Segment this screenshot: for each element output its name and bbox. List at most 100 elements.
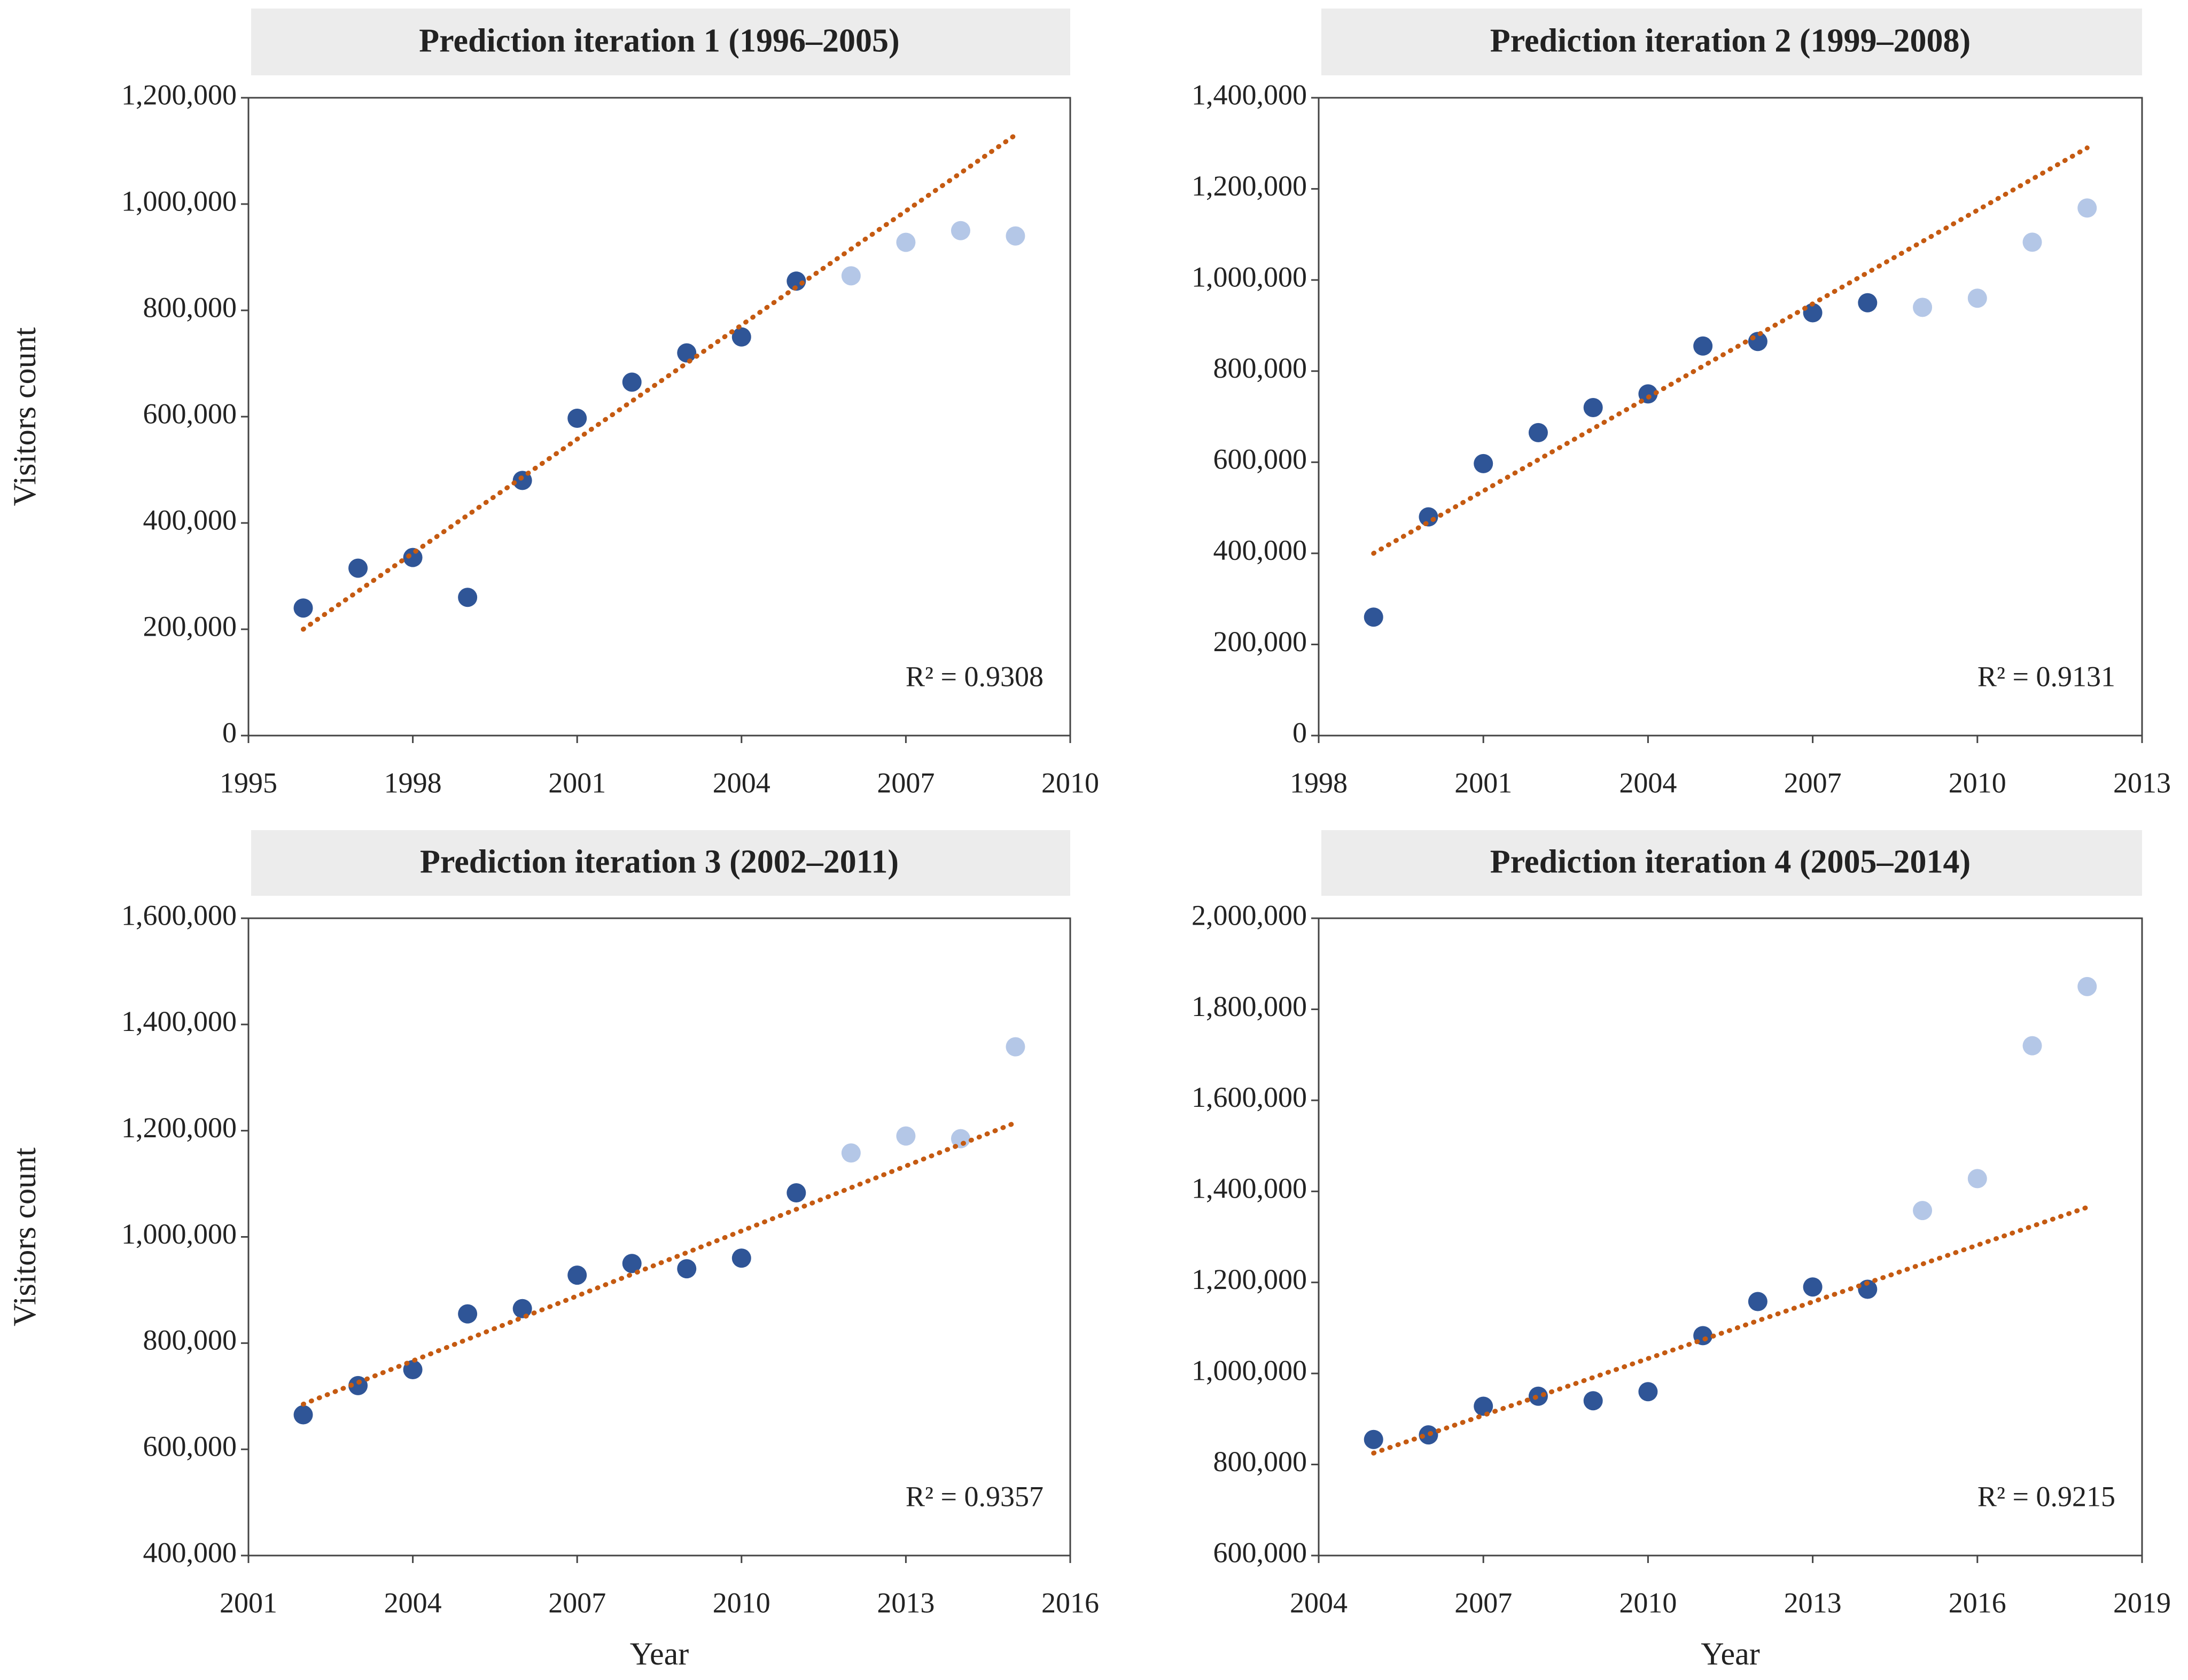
data-point bbox=[512, 1299, 532, 1318]
data-point bbox=[622, 1254, 642, 1273]
y-tick-label: 1,200,000 bbox=[1192, 1263, 1307, 1295]
x-tick-label: 2001 bbox=[220, 1587, 277, 1619]
y-tick-label: 600,000 bbox=[1213, 443, 1307, 475]
y-tick-label: 600,000 bbox=[1213, 1536, 1307, 1568]
x-tick-label: 2013 bbox=[2113, 767, 2171, 799]
data-point bbox=[1967, 288, 1987, 308]
plot-frame bbox=[1318, 97, 2143, 737]
y-tick-label: 1,400,000 bbox=[1192, 79, 1307, 111]
title-box bbox=[251, 9, 1070, 75]
data-point bbox=[2077, 198, 2097, 218]
title-box bbox=[251, 830, 1070, 896]
data-point bbox=[348, 1376, 368, 1395]
data-point bbox=[458, 1304, 478, 1324]
y-tick-label: 600,000 bbox=[143, 397, 237, 429]
y-tick-label: 1,000,000 bbox=[1192, 1355, 1307, 1387]
x-tick-label: 1998 bbox=[384, 767, 442, 799]
data-point bbox=[1858, 1279, 1878, 1299]
y-tick-label: 200,000 bbox=[143, 610, 237, 642]
x-tick-label: 2007 bbox=[1784, 767, 1842, 799]
data-point bbox=[731, 1248, 751, 1268]
y-tick-label: 2,000,000 bbox=[1192, 899, 1307, 931]
y-tick-label: 0 bbox=[1292, 716, 1307, 748]
x-tick-label: 2007 bbox=[548, 1587, 606, 1619]
data-point bbox=[896, 1126, 916, 1146]
data-point bbox=[1693, 336, 1713, 356]
x-tick-label: 2016 bbox=[1041, 1587, 1099, 1619]
chart-panel: Prediction iteration 3 (2002–2011) 400,00… bbox=[7, 830, 1099, 1671]
data-point bbox=[1583, 397, 1603, 417]
data-point bbox=[1748, 1292, 1767, 1311]
y-tick-label: 1,200,000 bbox=[121, 1112, 237, 1144]
data-point bbox=[1528, 1386, 1548, 1406]
data-point bbox=[951, 221, 970, 240]
plot-frame bbox=[1318, 917, 2143, 1557]
data-point bbox=[787, 1183, 806, 1202]
data-point bbox=[677, 1259, 697, 1279]
y-tick-label: 1,800,000 bbox=[1192, 990, 1307, 1022]
x-tick-label: 2004 bbox=[1619, 767, 1677, 799]
y-axis-label: Visitors count bbox=[7, 327, 42, 506]
data-point bbox=[1638, 384, 1658, 404]
data-point bbox=[512, 471, 532, 490]
plot-frame bbox=[247, 97, 1071, 737]
y-tick-label: 600,000 bbox=[143, 1431, 237, 1463]
x-tick-label: 2010 bbox=[1041, 767, 1099, 799]
y-tick-label: 800,000 bbox=[143, 1324, 237, 1356]
y-tick-label: 1,400,000 bbox=[1192, 1173, 1307, 1205]
title-box bbox=[1321, 830, 2142, 896]
r-squared: R² = 0.9131 bbox=[1977, 660, 2115, 692]
chart-panel: Prediction iteration 4 (2005–2014) 600,00… bbox=[1192, 830, 2171, 1671]
r-squared: R² = 0.9357 bbox=[906, 1480, 1044, 1512]
y-tick-label: 1,200,000 bbox=[1192, 170, 1307, 202]
data-point bbox=[1474, 1396, 1493, 1416]
r-squared: R² = 0.9215 bbox=[1977, 1480, 2115, 1512]
chart-title: Prediction iteration 4 (2005–2014) bbox=[1490, 844, 1971, 880]
chart-title: Prediction iteration 3 (2002–2011) bbox=[420, 844, 899, 880]
data-point bbox=[458, 588, 478, 607]
data-point bbox=[731, 327, 751, 347]
plot-frame bbox=[247, 917, 1071, 1557]
y-tick-label: 200,000 bbox=[1213, 626, 1307, 658]
data-point bbox=[841, 1143, 861, 1163]
y-tick-label: 1,000,000 bbox=[1192, 261, 1307, 293]
data-point bbox=[2077, 976, 2097, 996]
y-tick-label: 0 bbox=[222, 716, 237, 748]
x-tick-label: 2010 bbox=[1949, 767, 2006, 799]
data-point bbox=[1583, 1391, 1603, 1411]
data-point bbox=[293, 598, 313, 618]
chart-title: Prediction iteration 1 (1996–2005) bbox=[419, 23, 899, 59]
x-tick-label: 2001 bbox=[1454, 767, 1512, 799]
data-point bbox=[787, 271, 806, 291]
y-tick-label: 1,000,000 bbox=[121, 1218, 237, 1250]
data-point bbox=[567, 1265, 587, 1285]
x-tick-label: 2004 bbox=[713, 767, 770, 799]
data-point bbox=[1748, 332, 1767, 351]
x-tick-label: 2007 bbox=[1454, 1587, 1512, 1619]
x-tick-label: 1998 bbox=[1290, 767, 1348, 799]
x-tick-label: 2001 bbox=[548, 767, 606, 799]
data-point bbox=[293, 1405, 313, 1425]
data-point bbox=[896, 232, 916, 252]
y-tick-label: 1,600,000 bbox=[1192, 1081, 1307, 1113]
data-point bbox=[1364, 1429, 1383, 1449]
data-point bbox=[2022, 1036, 2042, 1056]
chart-title: Prediction iteration 2 (1999–2008) bbox=[1490, 23, 1971, 59]
data-point bbox=[1638, 1382, 1658, 1402]
chart-panel: Prediction iteration 1 (1996–2005) 0 200,0… bbox=[7, 9, 1099, 799]
y-tick-label: 1,600,000 bbox=[121, 899, 237, 931]
y-tick-label: 1,400,000 bbox=[121, 1005, 237, 1037]
r-squared: R² = 0.9308 bbox=[906, 660, 1044, 692]
data-point bbox=[677, 343, 697, 363]
data-point bbox=[1364, 607, 1383, 627]
y-tick-label: 400,000 bbox=[1213, 534, 1307, 566]
trend-line bbox=[1371, 145, 2090, 556]
data-point bbox=[1803, 303, 1823, 323]
x-tick-label: 2013 bbox=[877, 1587, 935, 1619]
x-tick-label: 2007 bbox=[877, 767, 935, 799]
data-point bbox=[1006, 1037, 1025, 1057]
x-tick-label: 2010 bbox=[1619, 1587, 1677, 1619]
data-point bbox=[1967, 1169, 1987, 1189]
x-axis-label: Year bbox=[630, 1636, 689, 1671]
